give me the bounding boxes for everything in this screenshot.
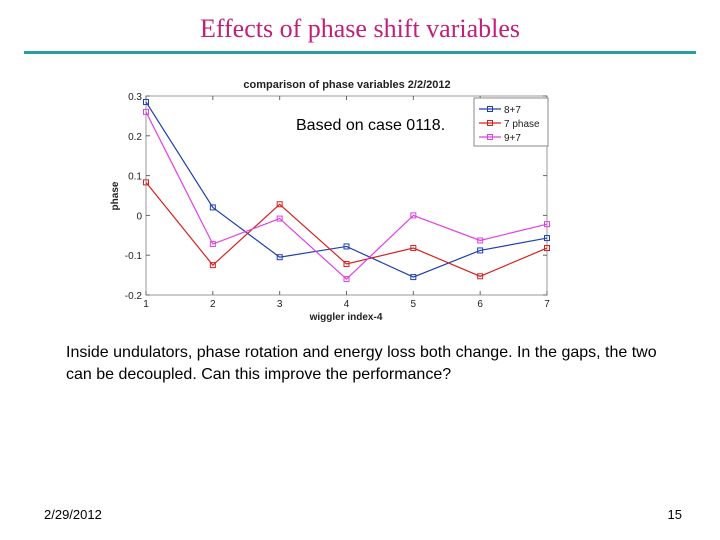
data-point bbox=[343, 260, 350, 267]
data-point bbox=[544, 235, 550, 242]
chart-title: comparison of phase variables 2/2/2012 bbox=[243, 79, 450, 91]
x-tick-label: 4 bbox=[344, 299, 350, 310]
title-divider bbox=[24, 51, 696, 54]
data-point bbox=[410, 274, 417, 281]
data-point bbox=[410, 245, 417, 252]
x-tick-label: 2 bbox=[210, 299, 216, 310]
y-tick-label: 0 bbox=[136, 211, 142, 222]
data-point bbox=[143, 179, 149, 186]
data-point bbox=[209, 262, 216, 269]
series-line-2 bbox=[145, 111, 548, 280]
x-tick-label: 1 bbox=[143, 299, 149, 310]
x-tick-label: 6 bbox=[477, 299, 483, 310]
y-tick-label: 0.1 bbox=[128, 172, 142, 183]
legend-marker-1 bbox=[487, 120, 493, 126]
y-tick-label: 0.2 bbox=[128, 132, 142, 143]
footer-date: 2/29/2012 bbox=[44, 507, 102, 522]
y-tick-label: -0.1 bbox=[125, 251, 143, 262]
y-tick-label: -0.2 bbox=[125, 291, 143, 302]
chart: 0.3 0.2 0.1 0 -0.1 -0.21 2 3 4 5 6 7 comparison of p… bbox=[110, 79, 550, 323]
data-point bbox=[209, 204, 216, 211]
data-point bbox=[276, 215, 283, 222]
page-number: 15 bbox=[667, 507, 682, 522]
data-point bbox=[477, 247, 484, 254]
slide-title: Effects of phase shift variables bbox=[199, 14, 521, 43]
data-point bbox=[143, 108, 149, 115]
data-point bbox=[410, 212, 417, 219]
series-line-0 bbox=[145, 101, 548, 278]
chart-annotation: Based on case 0118. bbox=[296, 117, 445, 134]
data-point bbox=[544, 245, 550, 252]
body-text: Inside undulators, phase rotation and en… bbox=[66, 344, 657, 383]
data-point bbox=[477, 237, 484, 244]
data-point bbox=[276, 254, 283, 261]
data-point bbox=[343, 243, 350, 250]
x-tick-label: 3 bbox=[277, 299, 283, 310]
x-tick-label: 7 bbox=[544, 299, 550, 310]
legend-box bbox=[473, 97, 549, 147]
legend-label-0: 8+7 bbox=[504, 105, 521, 116]
series-line-1 bbox=[145, 181, 548, 277]
data-point bbox=[343, 276, 350, 283]
legend-marker-0 bbox=[487, 106, 493, 112]
data-point bbox=[143, 98, 149, 105]
data-point bbox=[276, 201, 283, 208]
y-tick-label: 0.3 bbox=[128, 92, 142, 103]
data-point bbox=[477, 273, 484, 280]
legend-label-1: 7 phase bbox=[504, 119, 540, 130]
x-tick-label: 5 bbox=[411, 299, 417, 310]
legend-marker-2 bbox=[487, 134, 493, 140]
data-point bbox=[209, 241, 216, 248]
data-point bbox=[544, 221, 550, 228]
legend-label-2: 9+7 bbox=[504, 133, 521, 144]
x-axis-label: wiggler index-4 bbox=[309, 312, 383, 323]
y-axis-label: phase bbox=[110, 181, 121, 210]
